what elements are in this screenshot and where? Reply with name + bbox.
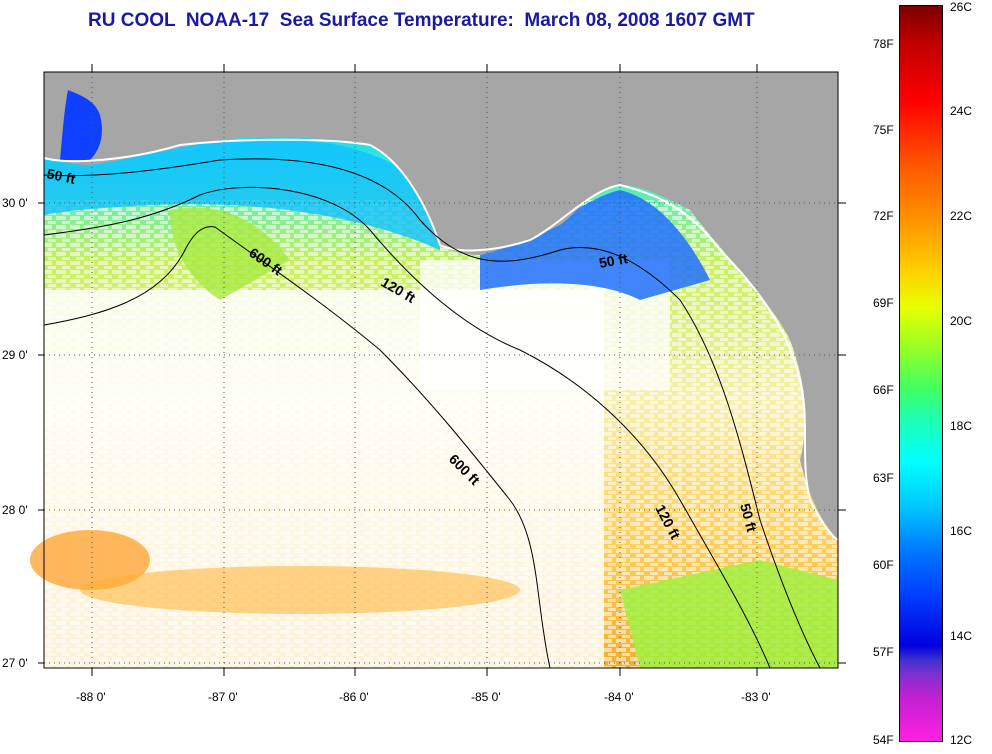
colorbar-label-12c: 12C	[950, 733, 973, 747]
contour-600ft-line	[43, 226, 551, 669]
contour-label-50a: 50 ft	[45, 165, 77, 187]
lat-label-30: 30 0'	[2, 196, 28, 210]
land-florida-peninsula	[790, 340, 838, 540]
contour-50ft-line	[43, 158, 821, 669]
lon-label-85: -85 0'	[471, 690, 501, 704]
colorbar-label-78f: 78F	[873, 37, 894, 51]
colorbar-label-75f: 75F	[873, 123, 894, 137]
lat-label-27: 27 0'	[2, 656, 28, 670]
colorbar-label-69f: 69F	[873, 296, 894, 310]
lon-label-84: -84 0'	[604, 690, 634, 704]
contour-label-50b: 50 ft	[598, 250, 629, 271]
colorbar-label-20c: 20C	[950, 314, 973, 328]
lon-label-88: -88 0'	[76, 690, 106, 704]
apalachee-cold-water	[480, 190, 710, 300]
lat-label-29: 29 0'	[2, 348, 28, 362]
colorbar-label-63f: 63F	[873, 471, 894, 485]
colorbar-label-18c: 18C	[950, 419, 973, 433]
lon-label-83: -83 0'	[741, 690, 771, 704]
lat-label-28: 28 0'	[2, 503, 28, 517]
coastline	[43, 138, 839, 541]
colorbar-label-14c: 14C	[950, 629, 973, 643]
cool-shelf-band	[44, 139, 440, 250]
contour-label-50c: 50 ft	[737, 502, 760, 534]
temperature-colorbar	[899, 5, 943, 742]
colorbar-label-60f: 60F	[873, 558, 894, 572]
colorbar-label-66f: 66F	[873, 383, 894, 397]
map-frame	[43, 71, 839, 669]
lon-label-86: -86 0'	[339, 690, 369, 704]
colorbar-label-72f: 72F	[873, 209, 894, 223]
contour-120ft-line	[43, 186, 771, 669]
warm-band-s	[80, 566, 520, 614]
land-north	[44, 72, 838, 400]
colorbar-label-57f: 57F	[873, 645, 894, 659]
frame-ticks	[38, 64, 846, 676]
warm-patch-sw	[30, 530, 150, 590]
colorbar-label-26c: 26C	[950, 0, 973, 14]
lon-label-87: -87 0'	[208, 690, 238, 704]
colorbar-label-16c: 16C	[950, 524, 973, 538]
mobile-bay	[60, 90, 102, 160]
colorbar-label-54f: 54F	[873, 733, 894, 747]
colorbar-label-22c: 22C	[950, 209, 973, 223]
map-title: RU COOL NOAA-17 Sea Surface Temperature:…	[88, 10, 755, 31]
colorbar-label-24c: 24C	[950, 104, 973, 118]
